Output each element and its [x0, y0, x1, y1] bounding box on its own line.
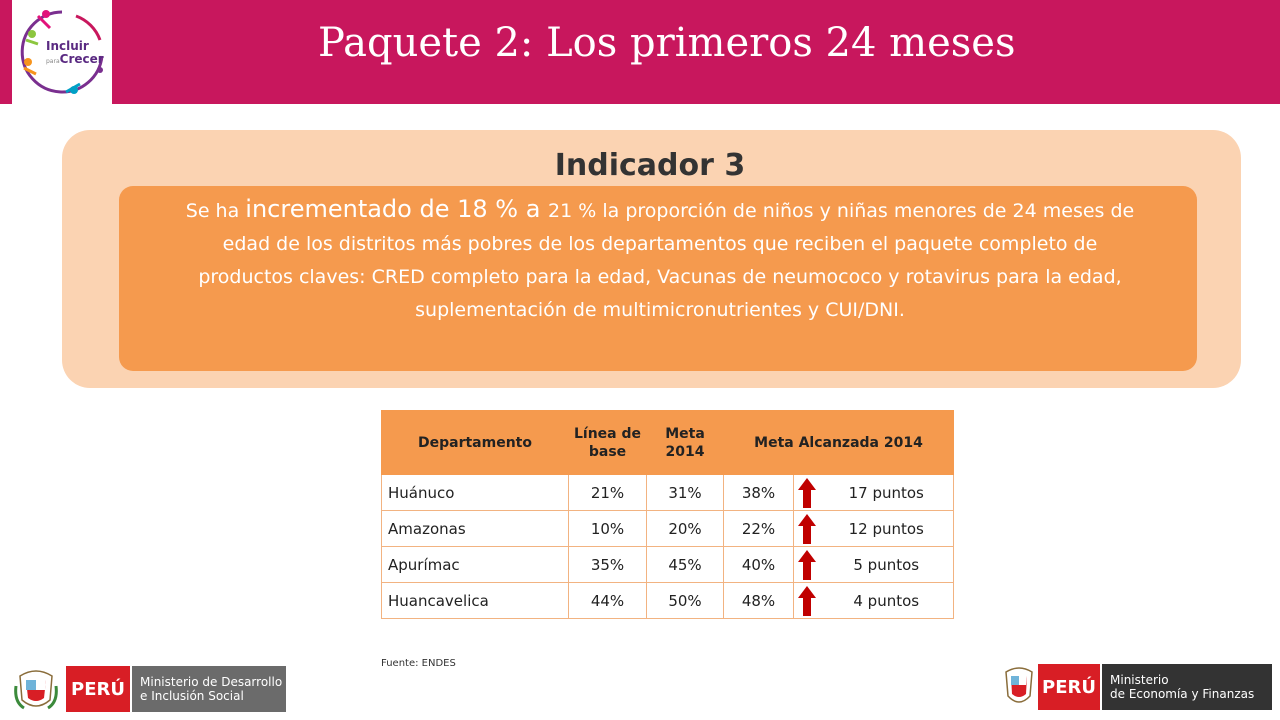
logo-text: Incluir paraCrecer: [46, 40, 104, 68]
cell-puntos: 17 puntos: [819, 474, 954, 511]
cell-departamento: Apurímac: [381, 546, 569, 583]
header-linea-base: Línea de base: [568, 410, 647, 475]
cell-puntos: 4 puntos: [819, 582, 954, 619]
midis-ministry-line1: Ministerio de Desarrollo: [140, 675, 283, 689]
cell-linea-base: 35%: [568, 546, 647, 583]
cell-meta: 31%: [646, 474, 724, 511]
mef-ministry-box: Ministerio de Economía y Finanzas: [1102, 664, 1272, 710]
cell-meta: 20%: [646, 510, 724, 547]
mef-ministry-line1: Ministerio: [1110, 673, 1169, 687]
cell-departamento: Huánuco: [381, 474, 569, 511]
cell-arrow: [793, 582, 820, 619]
peru-label-right: PERÚ: [1038, 664, 1100, 710]
table-row: Apurímac 35% 45% 40% 5 puntos: [381, 546, 954, 583]
indicator-description: Se ha incrementado de 18 % a 21 % la pro…: [180, 193, 1140, 327]
logo-text-line1: Incluir: [46, 39, 89, 53]
peru-coat-of-arms-icon: [14, 670, 58, 710]
header-bar: Incluir paraCrecer Paquete 2: Los primer…: [0, 0, 1280, 104]
up-arrow-icon: [797, 477, 816, 508]
midis-logo: PERÚ Ministerio de Desarrollo e Inclusió…: [14, 664, 286, 714]
cell-arrow: [793, 510, 820, 547]
indicator-title: Indicador 3: [554, 148, 746, 183]
up-arrow-icon: [797, 513, 816, 544]
source-note: Fuente: ENDES: [381, 658, 456, 669]
cell-puntos: 12 puntos: [819, 510, 954, 547]
peru-label-left: PERÚ: [66, 666, 130, 712]
midis-ministry-line2: e Inclusión Social: [140, 689, 244, 703]
table-header-row: Departamento Línea de base Meta 2014 Met…: [381, 410, 954, 475]
cell-meta: 45%: [646, 546, 724, 583]
up-arrow-icon: [797, 585, 816, 616]
table-row: Amazonas 10% 20% 22% 12 puntos: [381, 510, 954, 547]
incluir-para-crecer-logo: Incluir paraCrecer: [12, 0, 112, 104]
header-meta: Meta 2014: [646, 410, 724, 475]
cell-alcanzada: 22%: [723, 510, 794, 547]
indicator-table: Departamento Línea de base Meta 2014 Met…: [381, 410, 954, 619]
logo-text-small: para: [46, 58, 60, 65]
cell-linea-base: 10%: [568, 510, 647, 547]
cell-departamento: Amazonas: [381, 510, 569, 547]
header-departamento: Departamento: [381, 410, 569, 475]
header-meta-alcanzada: Meta Alcanzada 2014: [723, 410, 954, 475]
logo-text-line2: Crecer: [59, 52, 104, 66]
page-title: Paquete 2: Los primeros 24 meses: [318, 20, 1016, 66]
table-row: Huánuco 21% 31% 38% 17 puntos: [381, 474, 954, 511]
cell-puntos: 5 puntos: [819, 546, 954, 583]
cell-alcanzada: 48%: [723, 582, 794, 619]
indicator-text-part1: Se ha: [185, 200, 246, 222]
indicator-text-highlight: incrementado de 18 % a: [245, 195, 549, 223]
up-arrow-icon: [797, 549, 816, 580]
cell-arrow: [793, 546, 820, 583]
cell-alcanzada: 38%: [723, 474, 794, 511]
cell-linea-base: 44%: [568, 582, 647, 619]
mef-logo: PERÚ Ministerio de Economía y Finanzas: [1002, 662, 1272, 714]
cell-departamento: Huancavelica: [381, 582, 569, 619]
cell-linea-base: 21%: [568, 474, 647, 511]
logo-ring-icon: [20, 10, 104, 94]
peru-coat-of-arms-icon: [1005, 667, 1033, 703]
cell-arrow: [793, 474, 820, 511]
cell-alcanzada: 40%: [723, 546, 794, 583]
midis-ministry-box: Ministerio de Desarrollo e Inclusión Soc…: [132, 666, 286, 712]
indicator-text-part2: 21 % la proporción de niños y niñas meno…: [198, 200, 1135, 321]
cell-meta: 50%: [646, 582, 724, 619]
table-row: Huancavelica 44% 50% 48% 4 puntos: [381, 582, 954, 619]
indicator-panel-inner: [119, 186, 1197, 371]
mef-ministry-line2: de Economía y Finanzas: [1110, 687, 1255, 701]
